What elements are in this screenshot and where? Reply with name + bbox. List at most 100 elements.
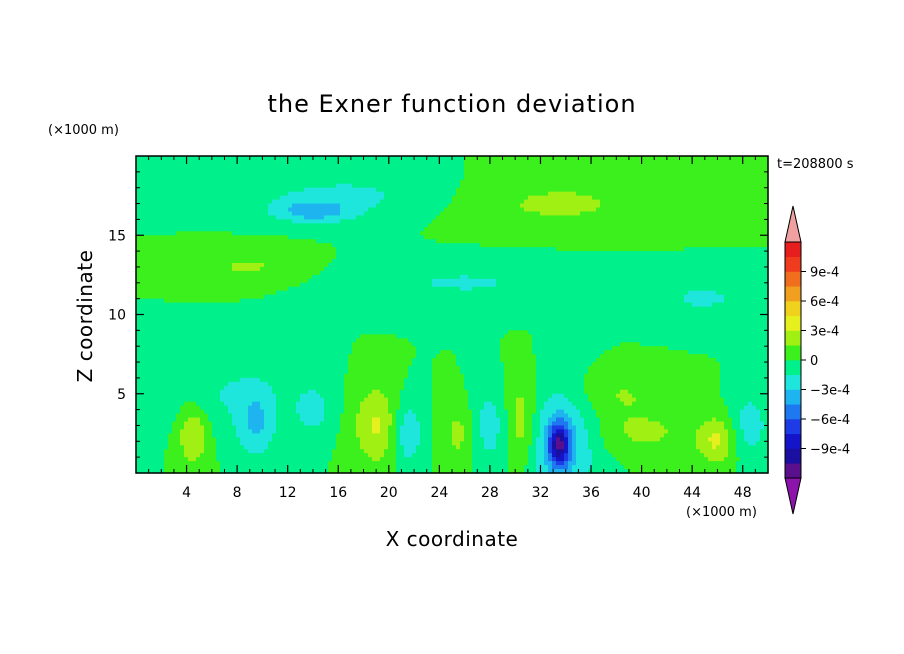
contour-cell	[272, 183, 277, 189]
contour-cell	[696, 159, 701, 165]
contour-cell	[444, 171, 449, 177]
contour-cell	[136, 274, 141, 280]
contour-cell	[208, 219, 213, 224]
contour-cell	[412, 259, 417, 264]
contour-cell	[756, 179, 761, 185]
contour-cell	[348, 251, 353, 256]
contour-cell	[716, 191, 721, 197]
contour-cell	[484, 159, 489, 165]
contour-cell	[600, 191, 605, 197]
contour-cell	[476, 274, 481, 280]
contour-cell	[152, 211, 157, 217]
contour-cell	[432, 171, 437, 177]
contour-cell	[756, 255, 761, 260]
contour-cell	[592, 156, 597, 161]
contour-cell	[368, 199, 373, 205]
contour-cell	[236, 274, 241, 280]
contour-cell	[212, 163, 217, 169]
contour-cell	[152, 274, 157, 280]
contour-cell	[296, 175, 301, 181]
contour-cell	[504, 215, 509, 220]
contour-cell	[332, 199, 337, 205]
contour-cell	[704, 203, 709, 209]
contour-cell	[528, 227, 533, 232]
contour-cell	[408, 207, 413, 213]
contour-cell	[180, 211, 185, 217]
contour-cell	[724, 183, 729, 189]
contour-cell	[724, 262, 729, 268]
contour-cell	[716, 207, 721, 213]
contour-cell	[532, 259, 537, 264]
contour-cell	[284, 235, 289, 240]
contour-cell	[232, 251, 237, 256]
contour-cell	[676, 199, 681, 205]
contour-cell	[480, 183, 485, 189]
contour-cell	[280, 203, 285, 209]
contour-cell	[468, 175, 473, 181]
contour-cell	[348, 203, 353, 209]
contour-cell	[280, 247, 285, 252]
contour-cell	[376, 219, 381, 224]
contour-cell	[760, 171, 765, 177]
contour-cell	[536, 183, 541, 189]
contour-cell	[656, 262, 661, 268]
contour-cell	[600, 255, 605, 260]
contour-cell	[536, 211, 541, 217]
contour-cell	[644, 159, 649, 165]
contour-cell	[164, 266, 169, 272]
contour-cell	[260, 255, 265, 260]
contour-cell	[236, 179, 241, 185]
contour-cell	[336, 266, 341, 272]
contour-cell	[508, 167, 513, 173]
contour-cell	[408, 179, 413, 185]
contour-cell	[300, 274, 305, 280]
contour-cell	[548, 171, 553, 177]
contour-cell	[748, 219, 753, 224]
contour-cell	[428, 171, 433, 177]
contour-cell	[568, 231, 573, 236]
contour-cell	[228, 255, 233, 260]
contour-cell	[680, 187, 685, 193]
contour-cell	[456, 199, 461, 205]
contour-cell	[632, 191, 637, 197]
contour-cell	[660, 203, 665, 209]
contour-cell	[712, 187, 717, 193]
contour-cell	[452, 183, 457, 189]
contour-cell	[484, 195, 489, 201]
contour-cell	[544, 175, 549, 181]
contour-cell	[636, 223, 641, 228]
contour-cell	[400, 211, 405, 217]
contour-cell	[600, 211, 605, 217]
contour-cell	[740, 251, 745, 256]
contour-cell	[700, 175, 705, 181]
contour-cell	[260, 262, 265, 268]
contour-cell	[232, 227, 237, 232]
contour-cell	[280, 251, 285, 256]
contour-cell	[468, 215, 473, 220]
contour-cell	[632, 179, 637, 185]
contour-cell	[292, 239, 297, 244]
contour-cell	[372, 215, 377, 220]
contour-cell	[596, 207, 601, 213]
contour-cell	[296, 270, 301, 276]
contour-cell	[272, 207, 277, 213]
contour-cell	[524, 247, 529, 252]
contour-cell	[332, 227, 337, 232]
contour-cell	[168, 175, 173, 181]
contour-cell	[396, 219, 401, 224]
contour-cell	[396, 183, 401, 189]
contour-cell	[208, 215, 213, 220]
contour-cell	[616, 179, 621, 185]
contour-cell	[348, 199, 353, 205]
contour-cell	[468, 251, 473, 256]
contour-cell	[556, 243, 561, 248]
contour-cell	[572, 199, 577, 205]
contour-cell	[260, 191, 265, 197]
contour-cell	[384, 219, 389, 224]
contour-cell	[516, 215, 521, 220]
contour-cell	[236, 247, 241, 252]
contour-cell	[756, 219, 761, 224]
contour-cell	[380, 274, 385, 280]
contour-cell	[372, 183, 377, 189]
